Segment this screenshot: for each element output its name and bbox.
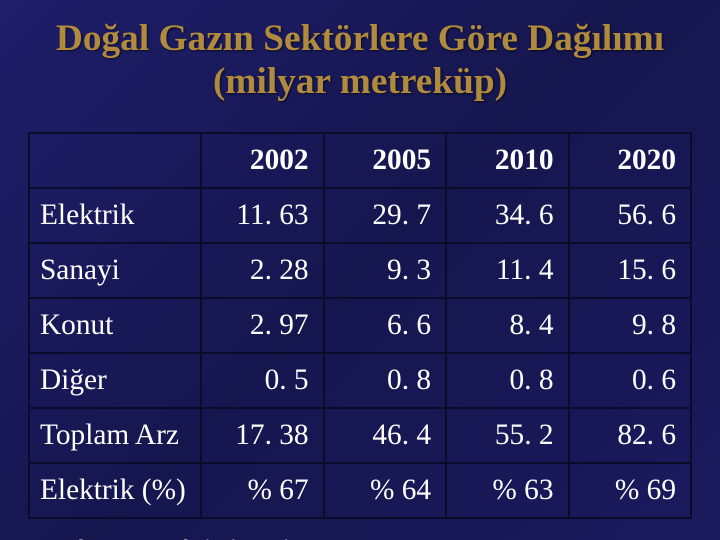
cell-value: 0. 8 — [446, 353, 568, 408]
cell-value: 17. 38 — [201, 408, 323, 463]
cell-value: 9. 8 — [569, 298, 691, 353]
table-header-row: 2002 2005 2010 2020 — [29, 133, 691, 188]
cell-value: % 64 — [324, 463, 446, 518]
table-header-cell: 2010 — [446, 133, 568, 188]
row-label: Konut — [29, 298, 201, 353]
table-row: Elektrik 11. 63 29. 7 34. 6 56. 6 — [29, 188, 691, 243]
slide-container: Doğal Gazın Sektörlere Göre Dağılımı (mi… — [0, 0, 720, 540]
cell-value: 2. 28 — [201, 243, 323, 298]
table-header-cell: 2020 — [569, 133, 691, 188]
row-label: Toplam Arz — [29, 408, 201, 463]
table-header-cell — [29, 133, 201, 188]
table-row: Elektrik (%) % 67 % 64 % 63 % 69 — [29, 463, 691, 518]
cell-value: 8. 4 — [446, 298, 568, 353]
cell-value: % 67 — [201, 463, 323, 518]
cell-value: 29. 7 — [324, 188, 446, 243]
row-label: Sanayi — [29, 243, 201, 298]
title-line-2: (milyar metreküp) — [213, 61, 507, 102]
table-row: Sanayi 2. 28 9. 3 11. 4 15. 6 — [29, 243, 691, 298]
cell-value: 0. 5 — [201, 353, 323, 408]
cell-value: 56. 6 — [569, 188, 691, 243]
cell-value: 15. 6 — [569, 243, 691, 298]
cell-value: 46. 4 — [324, 408, 446, 463]
cell-value: 0. 8 — [324, 353, 446, 408]
cell-value: 82. 6 — [569, 408, 691, 463]
table-header-cell: 2005 — [324, 133, 446, 188]
cell-value: % 63 — [446, 463, 568, 518]
data-table: 2002 2005 2010 2020 Elektrik 11. 63 29. … — [28, 132, 692, 519]
row-label: Diğer — [29, 353, 201, 408]
cell-value: 9. 3 — [324, 243, 446, 298]
table-row: Diğer 0. 5 0. 8 0. 8 0. 6 — [29, 353, 691, 408]
cell-value: % 69 — [569, 463, 691, 518]
table-row: Konut 2. 97 6. 6 8. 4 9. 8 — [29, 298, 691, 353]
table-row: Toplam Arz 17. 38 46. 4 55. 2 82. 6 — [29, 408, 691, 463]
slide-title: Doğal Gazın Sektörlere Göre Dağılımı (mi… — [28, 18, 692, 104]
table-header-cell: 2002 — [201, 133, 323, 188]
title-line-1: Doğal Gazın Sektörlere Göre Dağılımı — [56, 18, 664, 59]
cell-value: 34. 6 — [446, 188, 568, 243]
cell-value: 2. 97 — [201, 298, 323, 353]
cell-value: 6. 6 — [324, 298, 446, 353]
row-label: Elektrik (%) — [29, 463, 201, 518]
cell-value: 11. 63 — [201, 188, 323, 243]
row-label: Elektrik — [29, 188, 201, 243]
cell-value: 11. 4 — [446, 243, 568, 298]
cell-value: 0. 6 — [569, 353, 691, 408]
cell-value: 55. 2 — [446, 408, 568, 463]
